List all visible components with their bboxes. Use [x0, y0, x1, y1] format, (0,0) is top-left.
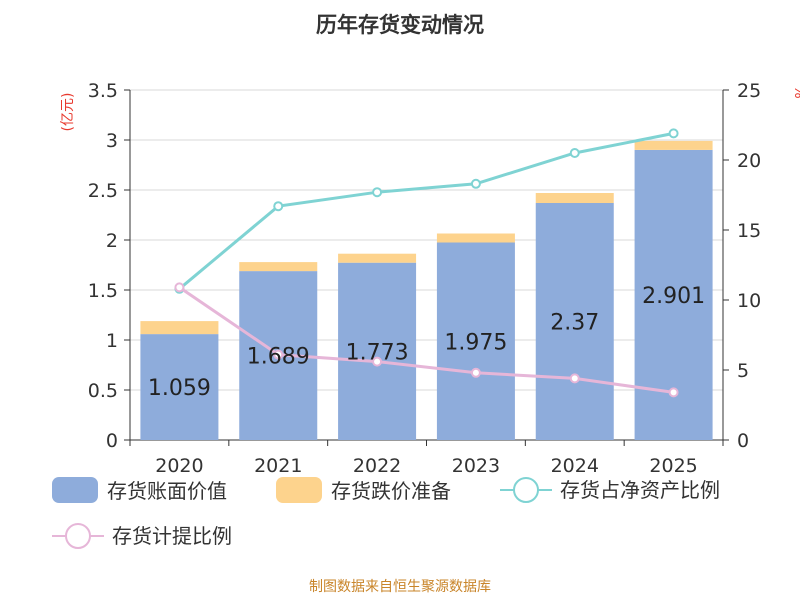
line-point	[470, 367, 481, 378]
bar-data-label: 1.059	[148, 376, 211, 401]
left-tick-label: 3	[106, 130, 118, 152]
left-tick-label: 2	[106, 230, 118, 252]
line-point	[569, 148, 580, 158]
grid-lines	[130, 89, 723, 391]
right-tick-label: 15	[737, 220, 761, 242]
x-tick-label: 2025	[649, 455, 697, 477]
right-tick-label: 5	[737, 360, 749, 382]
left-tick-label: 2.5	[88, 180, 118, 202]
right-tick-label: 10	[737, 290, 761, 312]
bar-book-value	[140, 334, 219, 440]
legend-label: 存货占净资产比例	[560, 478, 720, 502]
line-point	[372, 356, 383, 367]
legend-swatch	[276, 477, 322, 503]
source-note: 制图数据来自恒生聚源数据库	[309, 579, 491, 595]
bar-data-label: 2.37	[550, 311, 599, 336]
legend-label: 存货账面价值	[107, 479, 227, 503]
legend-label: 存货计提比例	[112, 524, 232, 548]
bar-impairment-provision	[535, 193, 614, 203]
bar-data-labels: 1.059 1.689 1.773 1.975 2.37 2.901	[148, 284, 705, 401]
left-tick-label: 0	[106, 430, 118, 452]
legend-label: 存货跌价准备	[331, 479, 451, 503]
x-tick-labels: 2020 2021 2022 2023 2024 2025	[155, 455, 698, 477]
right-tick-label: 20	[737, 150, 761, 172]
x-tick-label: 2020	[155, 455, 203, 477]
bar-data-label: 1.975	[444, 330, 507, 355]
line-provision-ratio	[178, 286, 674, 394]
x-tick-label: 2022	[353, 455, 401, 477]
bars	[140, 140, 713, 440]
series-lines	[174, 128, 679, 398]
legend-swatch	[52, 477, 98, 503]
bar-book-value	[535, 203, 614, 440]
left-tick-label: 1.5	[88, 280, 118, 302]
line-point	[668, 387, 679, 398]
right-tick-label: 0	[737, 430, 749, 452]
x-tick-label: 2021	[254, 455, 302, 477]
bar-impairment-provision	[436, 233, 515, 243]
chart-title: 历年存货变动情况	[316, 13, 484, 37]
bar-data-label: 2.901	[642, 284, 705, 309]
bar-data-label: 1.773	[346, 340, 409, 365]
line-inventory-to-net-assets	[178, 131, 674, 290]
left-tick-label: 0.5	[88, 380, 118, 402]
line-point	[569, 373, 580, 384]
line-point	[372, 187, 383, 198]
bar-data-label: 1.689	[247, 345, 310, 370]
line-point	[273, 201, 284, 212]
legend-marker	[65, 523, 91, 549]
bar-impairment-provision	[338, 253, 417, 263]
line-point	[174, 282, 185, 293]
x-tick-label: 2023	[452, 455, 500, 477]
line-point	[470, 178, 481, 189]
left-axis-unit-label: (亿元)	[60, 93, 76, 132]
left-tick-label: 1	[106, 330, 118, 352]
right-tick-label: 25	[737, 80, 761, 102]
bar-impairment-provision	[140, 321, 219, 335]
right-axis-unit-label: %	[791, 85, 800, 98]
bar-impairment-provision	[634, 140, 713, 150]
left-tick-label: 3.5	[88, 80, 118, 102]
line-point	[273, 349, 284, 360]
line-point	[668, 128, 679, 139]
x-tick-label: 2024	[551, 455, 599, 477]
legend-marker	[513, 477, 539, 503]
bar-book-value	[436, 242, 515, 440]
bar-book-value	[338, 262, 417, 440]
axes: 0 0.5 1 1.5 2 2.5 3 3.5 0 5 10 15 20 25 (亿元)%	[60, 80, 800, 452]
bar-impairment-provision	[239, 262, 318, 272]
